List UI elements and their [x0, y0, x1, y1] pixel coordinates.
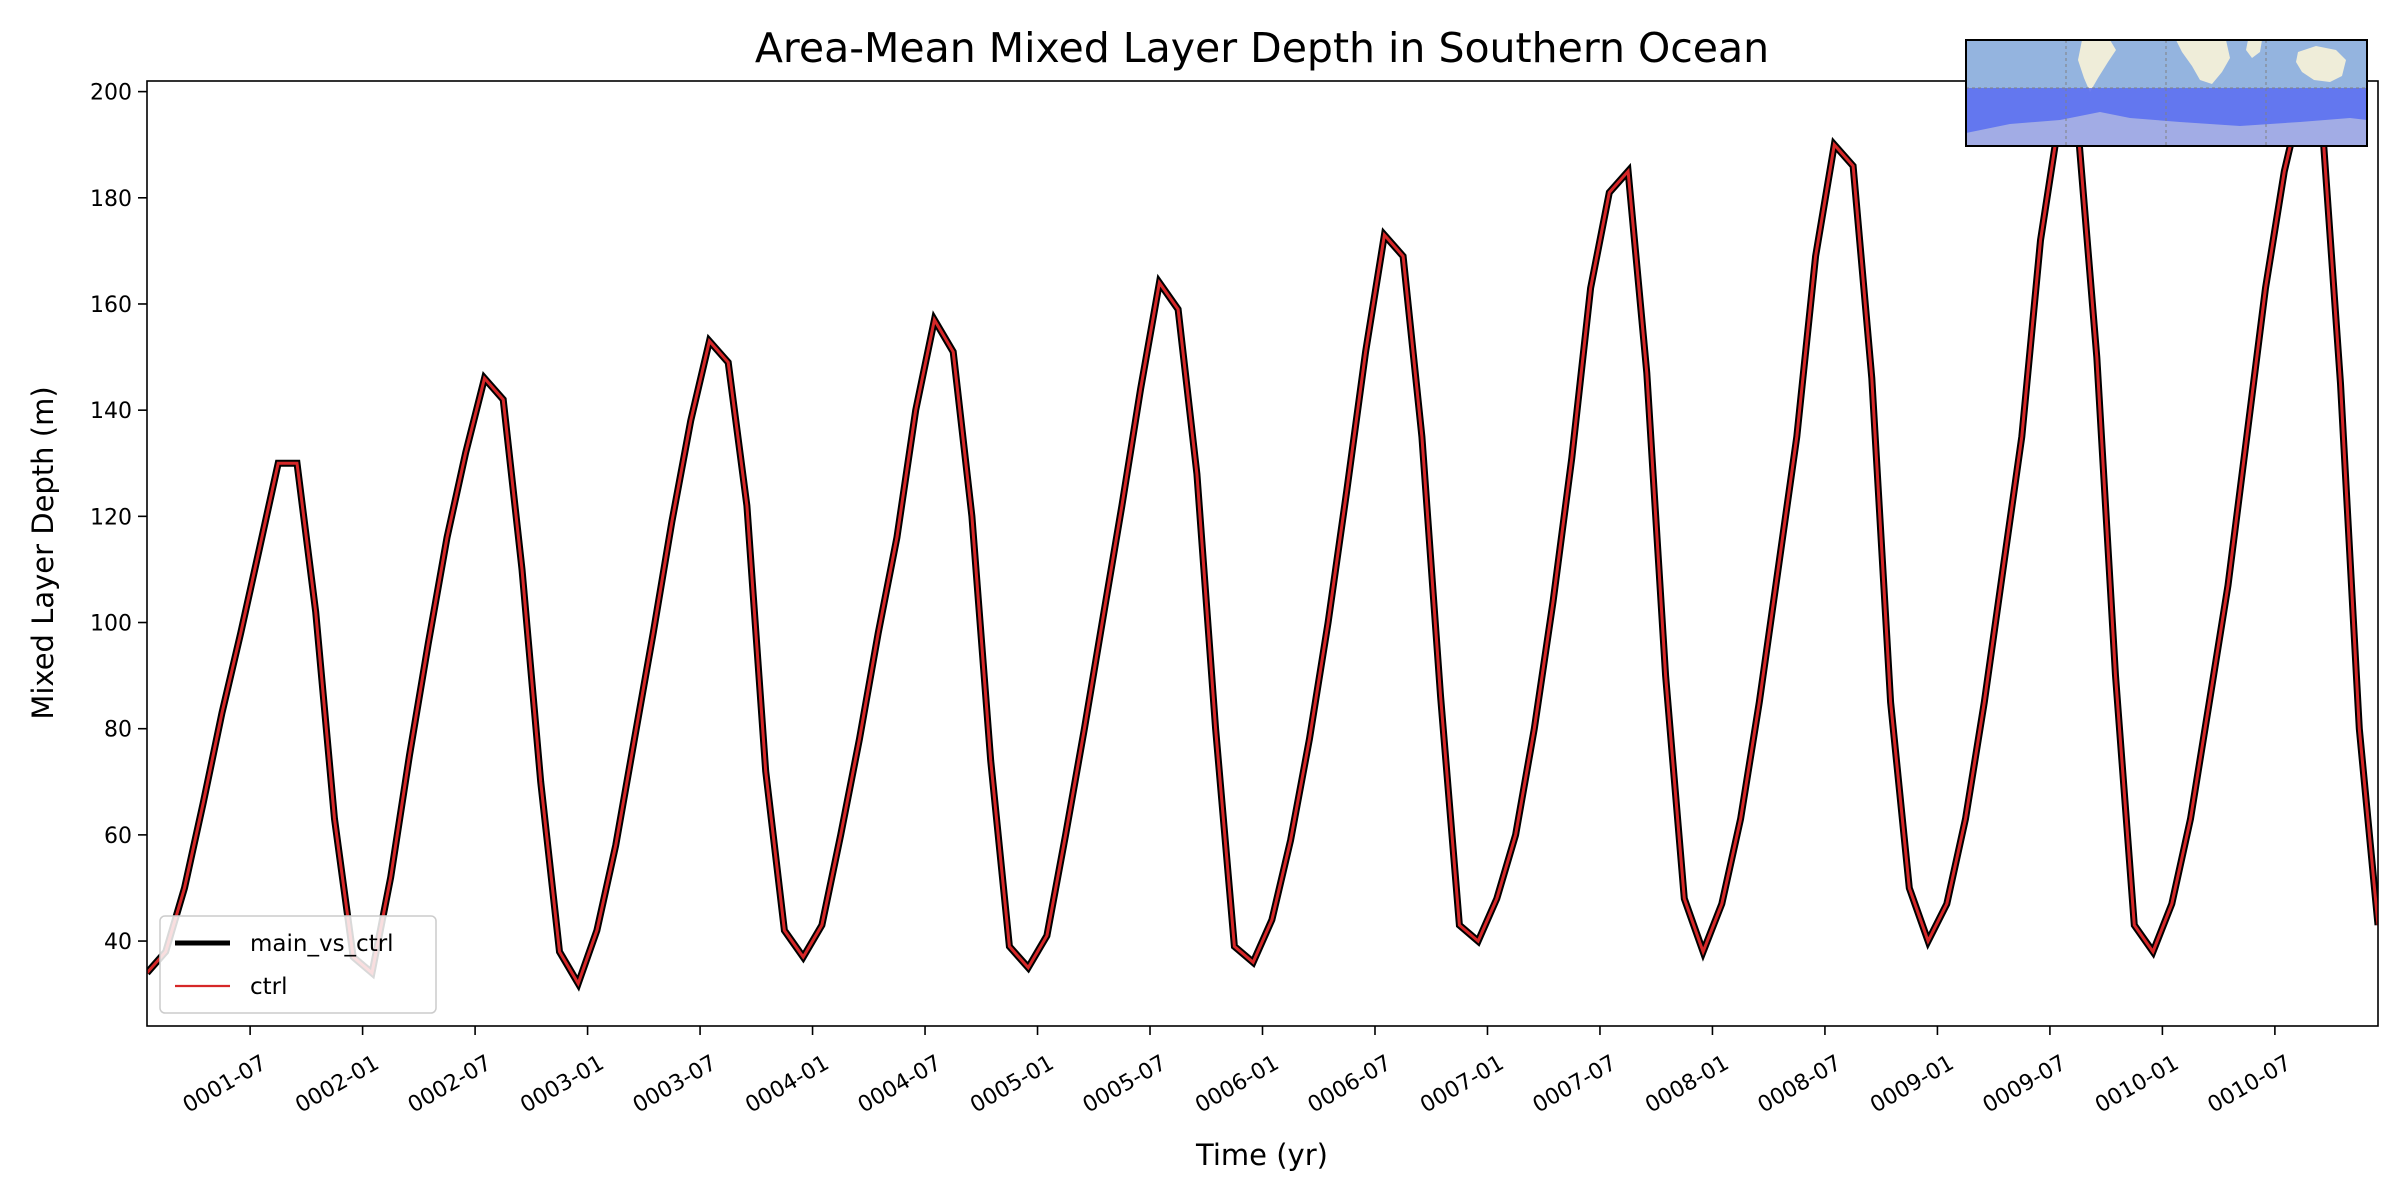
y-tick-label: 140: [90, 399, 132, 424]
y-tick-label: 120: [90, 505, 132, 530]
x-tick-label: 0009-01: [1866, 1051, 1958, 1119]
chart-title: Area-Mean Mixed Layer Depth in Southern …: [755, 24, 1769, 72]
map-frame: [1965, 39, 2368, 147]
map-land-south-america: [2078, 40, 2116, 92]
y-tick-label: 40: [104, 930, 132, 955]
y-tick-label: 100: [90, 612, 132, 637]
y-tick-label: 160: [90, 293, 132, 318]
y-axis-label: Mixed Layer Depth (m): [26, 386, 60, 719]
legend-box: [159, 915, 437, 1014]
x-tick-label: 0006-01: [1191, 1051, 1283, 1119]
x-tick-label: 0004-01: [741, 1051, 833, 1119]
x-tick-label: 0002-01: [291, 1051, 383, 1119]
x-tick-label: 0008-01: [1641, 1051, 1733, 1119]
legend: main_vs_ctrl ctrl: [159, 915, 437, 1014]
legend-label-main-vs-ctrl: main_vs_ctrl: [250, 931, 394, 957]
x-tick-label: 0001-07: [179, 1051, 271, 1119]
x-tick-label: 0009-07: [1979, 1051, 2071, 1119]
x-tick-label: 0010-07: [2204, 1051, 2296, 1119]
x-axis-label: Time (yr): [1195, 1138, 1328, 1172]
x-tick-label: 0005-01: [966, 1051, 1058, 1119]
x-tick-label: 0003-07: [629, 1051, 721, 1119]
plot-frame: [146, 80, 2379, 1027]
x-tick-label: 0010-01: [2091, 1051, 2183, 1119]
map-land-madagascar: [2246, 40, 2262, 58]
legend-label-ctrl: ctrl: [250, 974, 288, 1000]
y-tick-label: 60: [104, 824, 132, 849]
x-tick-label: 0005-07: [1079, 1051, 1171, 1119]
y-tick-label: 80: [104, 718, 132, 743]
x-tick-label: 0008-07: [1754, 1051, 1846, 1119]
x-tick-label: 0007-07: [1529, 1051, 1621, 1119]
map-land-australia: [2296, 46, 2346, 82]
x-tick-label: 0002-07: [404, 1051, 496, 1119]
x-tick-label: 0004-07: [854, 1051, 946, 1119]
y-tick-label: 200: [90, 81, 132, 106]
y-tick-label: 180: [90, 187, 132, 212]
inset-region-map: [1965, 39, 2368, 147]
x-tick-label: 0003-01: [516, 1051, 608, 1119]
x-tick-label: 0006-07: [1304, 1051, 1396, 1119]
series-line-ctrl: [147, 88, 2378, 988]
map-land-africa: [2176, 40, 2230, 84]
x-tick-label: 0007-01: [1416, 1051, 1508, 1119]
